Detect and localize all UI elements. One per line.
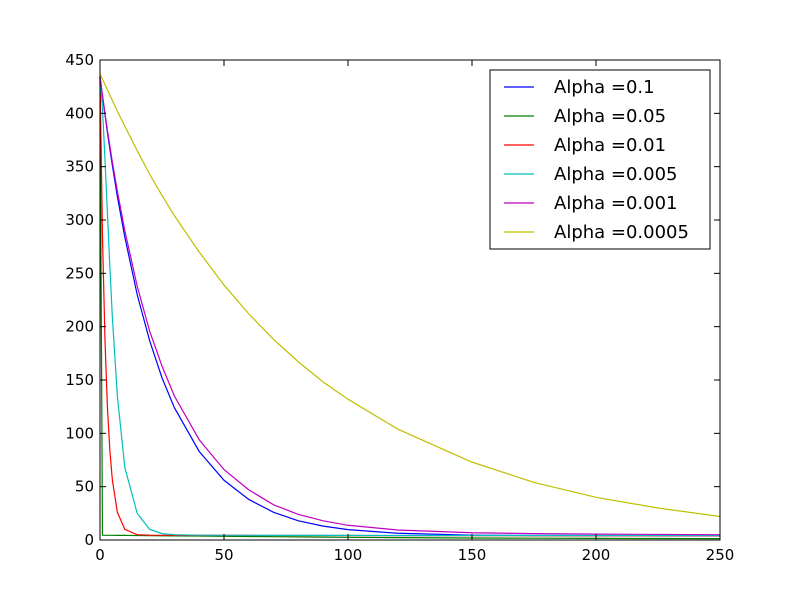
plot-frame xyxy=(99,59,721,541)
y-tick-label: 250 xyxy=(65,264,94,282)
series-line-5 xyxy=(99,73,721,518)
ticks-layer: 0 50 100 150 200 250 0 50 100 150 200 250 300 350 400 4… xyxy=(65,51,734,564)
legend-label-4: Alpha =0.001 xyxy=(554,193,678,214)
x-tick-label: 200 xyxy=(582,546,611,564)
x-tick-label: 0 xyxy=(95,546,105,564)
legend-label-2: Alpha =0.01 xyxy=(554,135,666,156)
y-tick-label: 450 xyxy=(65,51,94,69)
y-tick-label: 350 xyxy=(65,158,94,176)
legend-label-1: Alpha =0.05 xyxy=(554,106,666,127)
y-tick-label: 200 xyxy=(65,318,94,336)
legend: Alpha =0.1 Alpha =0.05 Alpha =0.01 Alpha =0… xyxy=(489,69,711,250)
x-tick-label: 100 xyxy=(334,546,363,564)
legend-box xyxy=(489,69,711,250)
y-tick-label: 50 xyxy=(75,478,94,496)
x-tick-label: 50 xyxy=(214,546,233,564)
x-tick-label: 250 xyxy=(706,546,735,564)
x-tick-label: 150 xyxy=(458,546,487,564)
y-tick-label: 100 xyxy=(65,424,94,442)
y-tick-label: 150 xyxy=(65,371,94,389)
y-tick-label: 300 xyxy=(65,211,94,229)
legend-label-0: Alpha =0.1 xyxy=(554,77,655,98)
legend-label-5: Alpha =0.0005 xyxy=(554,222,689,243)
legend-label-3: Alpha =0.005 xyxy=(554,164,678,185)
y-tick-label: 400 xyxy=(65,104,94,122)
series-line-4 xyxy=(99,76,721,536)
y-tick-label: 0 xyxy=(84,531,94,549)
